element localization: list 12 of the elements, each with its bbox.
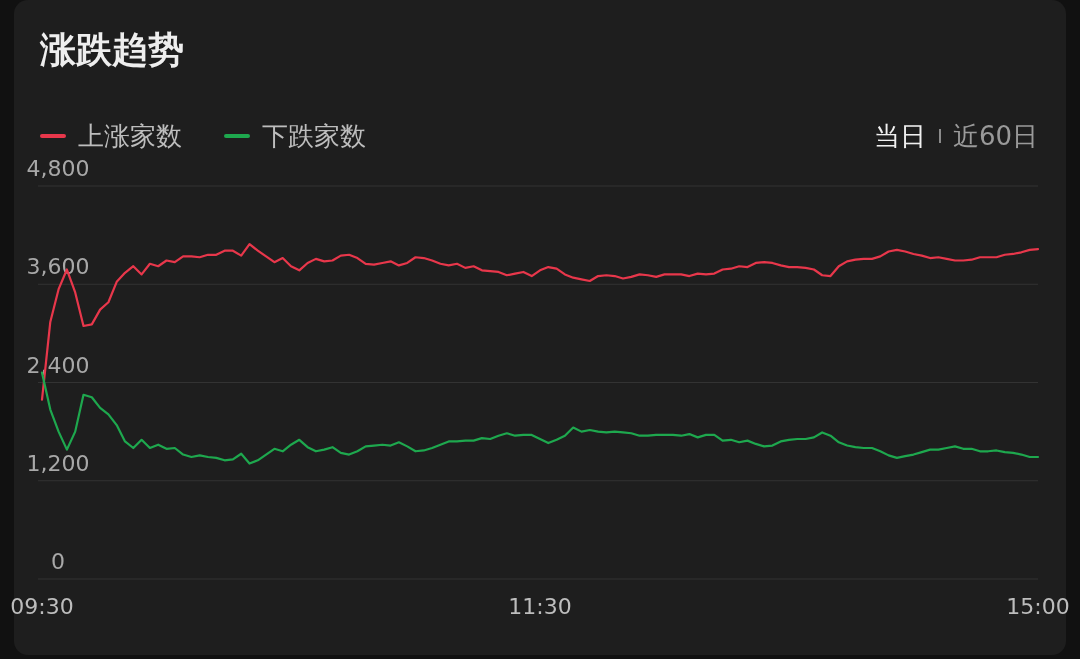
y-tick-label: 3,600 [26, 254, 90, 280]
chart-title: 涨跌趋势 [39, 29, 184, 70]
x-tick-label: 15:00 [1006, 594, 1070, 619]
x-tick-label: 11:30 [508, 594, 572, 619]
y-tick-label: 0 [51, 549, 65, 574]
text: 近60日 [952, 121, 1038, 151]
legend-label: 上涨家数 [78, 121, 182, 151]
text: 当日 [874, 121, 926, 151]
y-tick-label: 1,200 [26, 450, 90, 476]
x-tick-label: 09:30 [10, 594, 74, 619]
legend-label: 下跌家数 [262, 121, 366, 151]
y-tick-label: 4,800 [26, 156, 90, 181]
